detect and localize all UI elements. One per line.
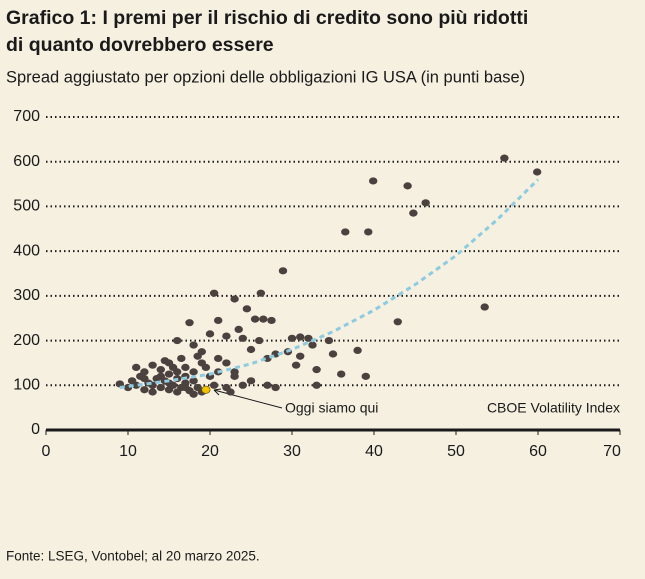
scatter-point xyxy=(403,182,412,190)
scatter-point xyxy=(177,354,186,363)
scatter-point xyxy=(271,383,280,392)
scatter-point xyxy=(148,361,157,369)
scatter-point xyxy=(156,383,165,392)
scatter-point xyxy=(304,334,313,342)
scatter-point xyxy=(364,228,373,236)
scatter-point xyxy=(287,334,297,342)
scatter-point xyxy=(480,303,489,311)
annotation: Oggi siamo qui xyxy=(285,400,378,416)
x-tick-label: 10 xyxy=(119,443,137,460)
y-tick-label: 700 xyxy=(13,108,40,125)
scatter-point xyxy=(226,388,235,396)
y-tick-label: 400 xyxy=(13,242,40,259)
x-tick-label: 70 xyxy=(603,443,621,460)
scatter-point xyxy=(160,357,170,365)
x-tick-label: 0 xyxy=(42,443,51,460)
scatter-point xyxy=(409,209,418,217)
annotation-arrow xyxy=(213,388,283,409)
chart-subtitle: Spread aggiustato per opzioni delle obbl… xyxy=(6,68,525,86)
scatter-point xyxy=(173,336,182,345)
x-tick-label: 30 xyxy=(283,443,301,460)
scatter-point xyxy=(238,381,247,389)
scatter-point xyxy=(256,289,266,297)
scatter-point xyxy=(230,372,239,380)
scatter-point xyxy=(173,368,182,376)
scatter-point xyxy=(238,334,247,342)
scatter-point xyxy=(255,336,264,345)
scatter-point xyxy=(308,341,317,349)
x-tick-label: 20 xyxy=(201,443,219,460)
scatter-point xyxy=(500,154,509,162)
scatter-point xyxy=(361,372,370,380)
x-tick-label: 60 xyxy=(529,443,547,460)
scatter-point xyxy=(312,366,321,374)
y-tick-label: 0 xyxy=(31,421,40,438)
scatter-point xyxy=(132,363,141,371)
scatter-point xyxy=(140,368,149,376)
y-tick-label: 300 xyxy=(13,287,40,304)
x-tick-label: 50 xyxy=(447,443,465,460)
scatter-point xyxy=(341,228,350,236)
chart-title: Grafico 1: I premi per il rischio di cre… xyxy=(6,7,528,29)
y-tick-label: 200 xyxy=(13,332,40,349)
chart-title: di quanto dovrebbero essere xyxy=(6,34,274,56)
scatter-point xyxy=(291,361,301,369)
scatter-point xyxy=(140,386,149,394)
scatter-point xyxy=(278,267,288,275)
y-tick-label: 100 xyxy=(13,377,40,394)
x-axis-label: CBOE Volatility Index xyxy=(487,400,620,416)
scatter-point xyxy=(222,359,231,367)
y-tick-label: 500 xyxy=(13,198,40,215)
scatter-point xyxy=(368,177,378,185)
y-tick-label: 600 xyxy=(13,153,40,170)
x-tick-label: 40 xyxy=(365,443,383,460)
scatter-point xyxy=(259,315,268,323)
scatter-point xyxy=(214,354,223,363)
scatter-point xyxy=(532,168,542,176)
scatter-point xyxy=(296,352,305,360)
scatter-point xyxy=(148,388,157,396)
scatter-point xyxy=(209,381,219,389)
scatter-point xyxy=(353,346,362,355)
scatter-point xyxy=(230,295,239,303)
scatter-point xyxy=(250,315,260,323)
scatter-point xyxy=(234,325,243,333)
scatter-point xyxy=(189,341,198,349)
scatter-point xyxy=(181,383,190,392)
scatter-point xyxy=(263,381,272,389)
scatter-point xyxy=(181,363,190,371)
scatter-point xyxy=(189,390,198,398)
scatter-point xyxy=(421,199,430,207)
scatter-point xyxy=(312,381,321,389)
scatter-point xyxy=(205,330,215,338)
scatter-point xyxy=(222,332,231,340)
scatter-point xyxy=(393,318,402,326)
scatter-point xyxy=(140,374,149,383)
scatter-point xyxy=(189,377,198,385)
scatter-point xyxy=(242,305,252,313)
scatter-point xyxy=(246,345,256,354)
scatter-point xyxy=(156,372,165,380)
source-note: Fonte: LSEG, Vontobel; al 20 marzo 2025. xyxy=(6,549,260,564)
scatter-point xyxy=(337,370,346,378)
scatter-point xyxy=(185,319,194,327)
scatter-point xyxy=(197,359,206,367)
scatter-point xyxy=(324,336,334,345)
scatter-point xyxy=(328,350,338,358)
scatter-point xyxy=(164,370,174,378)
scatter-point xyxy=(296,333,305,341)
scatter-point xyxy=(201,385,211,394)
scatter-point xyxy=(214,316,223,325)
scatter-point xyxy=(189,368,198,376)
scatter-point xyxy=(267,316,276,325)
scatter-point xyxy=(156,366,165,374)
scatter-point xyxy=(193,352,202,360)
scatter-point xyxy=(209,289,219,297)
scatter-point xyxy=(246,377,256,385)
